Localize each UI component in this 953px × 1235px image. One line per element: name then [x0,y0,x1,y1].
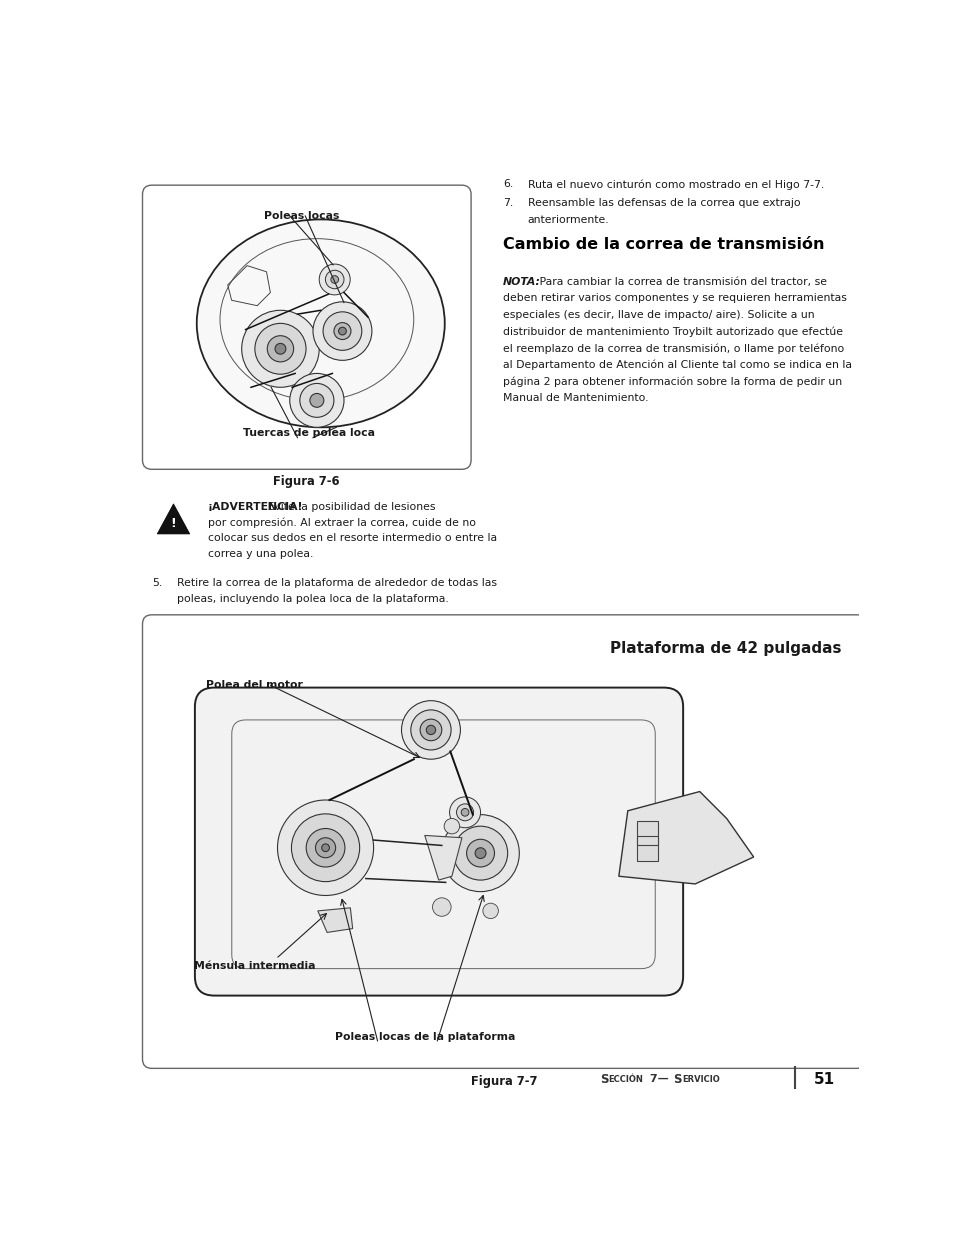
Circle shape [432,898,451,916]
Text: el reemplazo de la correa de transmisión, o llame por teléfono: el reemplazo de la correa de transmisión… [502,343,843,353]
Circle shape [323,311,361,351]
Circle shape [277,800,374,895]
Circle shape [310,394,323,408]
Text: distribuidor de mantenimiento Troybilt autorizado que efectúe: distribuidor de mantenimiento Troybilt a… [502,326,842,337]
Circle shape [313,301,372,361]
Circle shape [419,719,441,741]
Circle shape [241,310,319,388]
FancyBboxPatch shape [637,821,658,861]
Text: Ruta el nuevo cinturón como mostrado en el Higo 7-7.: Ruta el nuevo cinturón como mostrado en … [527,179,823,189]
Text: 51: 51 [813,1072,834,1087]
Text: ECCIÓN: ECCIÓN [608,1076,643,1084]
FancyBboxPatch shape [637,836,658,846]
Circle shape [315,837,335,858]
Polygon shape [618,792,753,884]
Text: al Departamento de Atención al Cliente tal como se indica en la: al Departamento de Atención al Cliente t… [502,359,851,370]
Circle shape [466,840,494,867]
Circle shape [290,373,344,427]
Circle shape [338,327,346,335]
Circle shape [482,903,497,919]
Polygon shape [157,504,190,534]
Text: Reensamble las defensas de la correa que extrajo: Reensamble las defensas de la correa que… [527,199,800,209]
Text: ERVICIO: ERVICIO [681,1076,720,1084]
Text: correa y una polea.: correa y una polea. [208,550,313,559]
Text: Poleas locas: Poleas locas [263,211,338,221]
Text: Para cambiar la correa de transmisión del tractor, se: Para cambiar la correa de transmisión de… [536,277,826,287]
Text: especiales (es decir, llave de impacto/ aire). Solicite a un: especiales (es decir, llave de impacto/ … [502,310,814,320]
Text: deben retirar varios componentes y se requieren herramientas: deben retirar varios componentes y se re… [502,294,846,304]
Circle shape [444,819,459,834]
Text: Polea del motor: Polea del motor [206,679,303,689]
Circle shape [321,844,329,852]
Circle shape [274,343,286,354]
FancyBboxPatch shape [142,615,865,1068]
Text: !: ! [171,516,176,530]
Text: Figura 7-6: Figura 7-6 [274,475,340,489]
Text: Retire la correa de la plataforma de alrededor de todas las: Retire la correa de la plataforma de alr… [177,578,497,588]
FancyBboxPatch shape [142,185,471,469]
Circle shape [306,829,345,867]
Circle shape [460,809,469,816]
Circle shape [299,383,334,417]
Text: Cambio de la correa de transmisión: Cambio de la correa de transmisión [502,237,823,252]
Text: anteriormente.: anteriormente. [527,215,609,225]
Text: S: S [673,1073,681,1086]
Circle shape [292,814,359,882]
Polygon shape [424,835,461,881]
Text: Ménsula intermedia: Ménsula intermedia [194,961,315,971]
Text: Figura 7-7: Figura 7-7 [471,1074,537,1088]
Text: 7—: 7— [645,1074,672,1084]
Text: ¡ADVERTENCIA!: ¡ADVERTENCIA! [208,501,303,511]
Ellipse shape [196,220,444,427]
Text: colocar sus dedos en el resorte intermedio o entre la: colocar sus dedos en el resorte intermed… [208,534,497,543]
Circle shape [325,270,344,289]
Text: 5.: 5. [152,578,162,588]
Circle shape [331,275,338,283]
Circle shape [319,264,350,295]
Text: por compresión. Al extraer la correa, cuide de no: por compresión. Al extraer la correa, cu… [208,517,476,527]
Circle shape [456,804,473,821]
Text: 7.: 7. [502,199,513,209]
Text: página 2 para obtener información sobre la forma de pedir un: página 2 para obtener información sobre … [502,377,841,387]
Text: Plataforma de 42 pulgadas: Plataforma de 42 pulgadas [609,641,841,656]
Circle shape [453,826,507,881]
Text: Manual de Mantenimiento.: Manual de Mantenimiento. [502,393,648,403]
FancyBboxPatch shape [194,688,682,995]
Text: S: S [599,1073,608,1086]
Circle shape [267,336,294,362]
Text: 6.: 6. [502,179,513,189]
Circle shape [411,710,451,750]
Text: Poleas locas de la plataforma: Poleas locas de la plataforma [335,1032,515,1042]
Circle shape [334,322,351,340]
Text: Tuercas de polea loca: Tuercas de polea loca [243,429,375,438]
Text: Evite la posibilidad de lesiones: Evite la posibilidad de lesiones [264,501,436,511]
Circle shape [426,725,436,735]
Circle shape [475,847,485,858]
Polygon shape [317,908,353,932]
Circle shape [449,797,480,827]
Circle shape [254,324,306,374]
Text: NOTA:: NOTA: [502,277,540,287]
Circle shape [441,815,518,892]
Text: poleas, incluyendo la polea loca de la plataforma.: poleas, incluyendo la polea loca de la p… [177,594,449,604]
Circle shape [401,700,460,760]
